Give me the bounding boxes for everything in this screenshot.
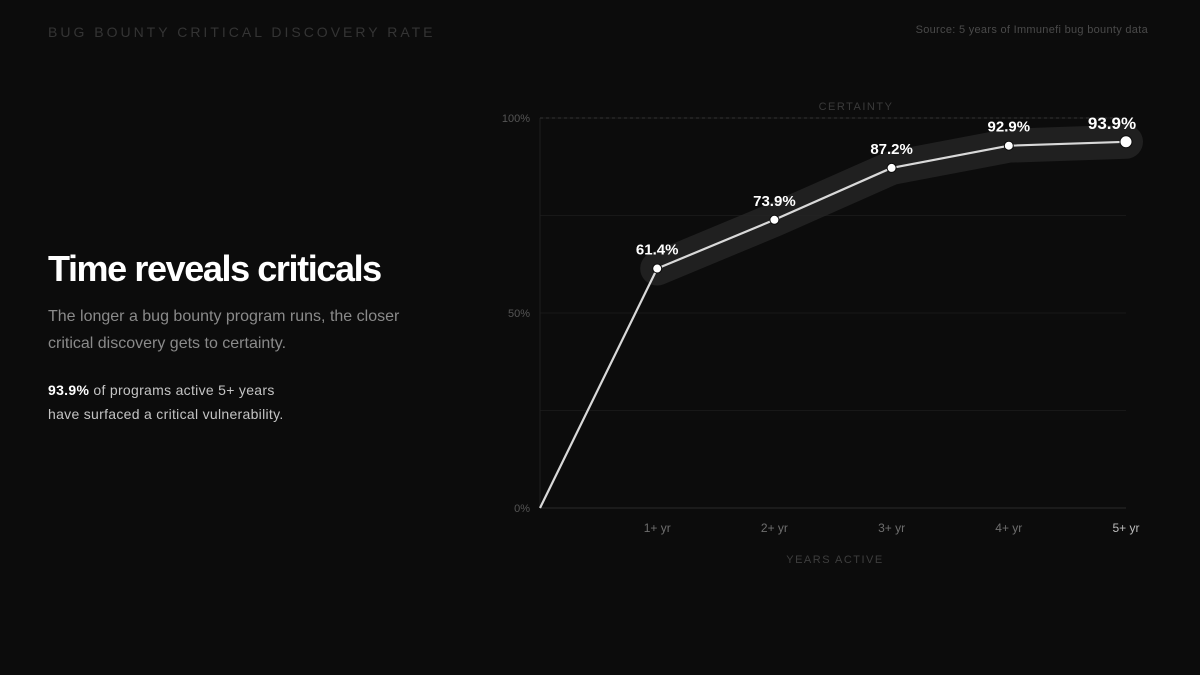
data-label: 87.2% bbox=[870, 141, 913, 158]
headline: Time reveals criticals bbox=[48, 248, 382, 289]
data-point bbox=[1003, 140, 1014, 151]
source-note: Source: 5 years of Immunefi bug bounty d… bbox=[915, 24, 1148, 36]
y-tick-label: 100% bbox=[502, 113, 530, 125]
x-tick-label: 2+ yr bbox=[761, 521, 788, 535]
stat-value: 93.9% bbox=[48, 382, 90, 398]
y-tick-label: 0% bbox=[514, 503, 530, 515]
stat-line1: of programs active 5+ years bbox=[89, 382, 275, 398]
data-point bbox=[886, 162, 897, 173]
x-tick-label: 4+ yr bbox=[995, 521, 1022, 535]
x-tick-label: 5+ yr bbox=[1112, 521, 1139, 535]
data-point bbox=[769, 214, 780, 225]
data-label: 61.4% bbox=[636, 242, 679, 259]
stat-callout: 93.9% of programs active 5+ years have su… bbox=[48, 378, 448, 426]
series-line bbox=[539, 140, 1127, 509]
y-tick-label: 50% bbox=[508, 308, 530, 320]
data-label: 93.9% bbox=[1088, 114, 1136, 133]
data-point bbox=[652, 263, 663, 274]
x-axis-title: YEARS ACTIVE bbox=[786, 554, 883, 566]
data-label: 73.9% bbox=[753, 193, 796, 210]
data-point bbox=[1119, 135, 1133, 149]
chart-kicker: BUG BOUNTY CRITICAL DISCOVERY RATE bbox=[48, 24, 436, 40]
subtitle: The longer a bug bounty program runs, th… bbox=[48, 308, 400, 352]
stat-line2: have surfaced a critical vulnerability. bbox=[48, 406, 284, 422]
data-label: 92.9% bbox=[988, 119, 1031, 136]
x-tick-label: 1+ yr bbox=[644, 521, 671, 535]
certainty-label: CERTAINTY bbox=[819, 101, 894, 113]
x-tick-label: 3+ yr bbox=[878, 521, 905, 535]
highlight-band bbox=[640, 124, 1143, 286]
